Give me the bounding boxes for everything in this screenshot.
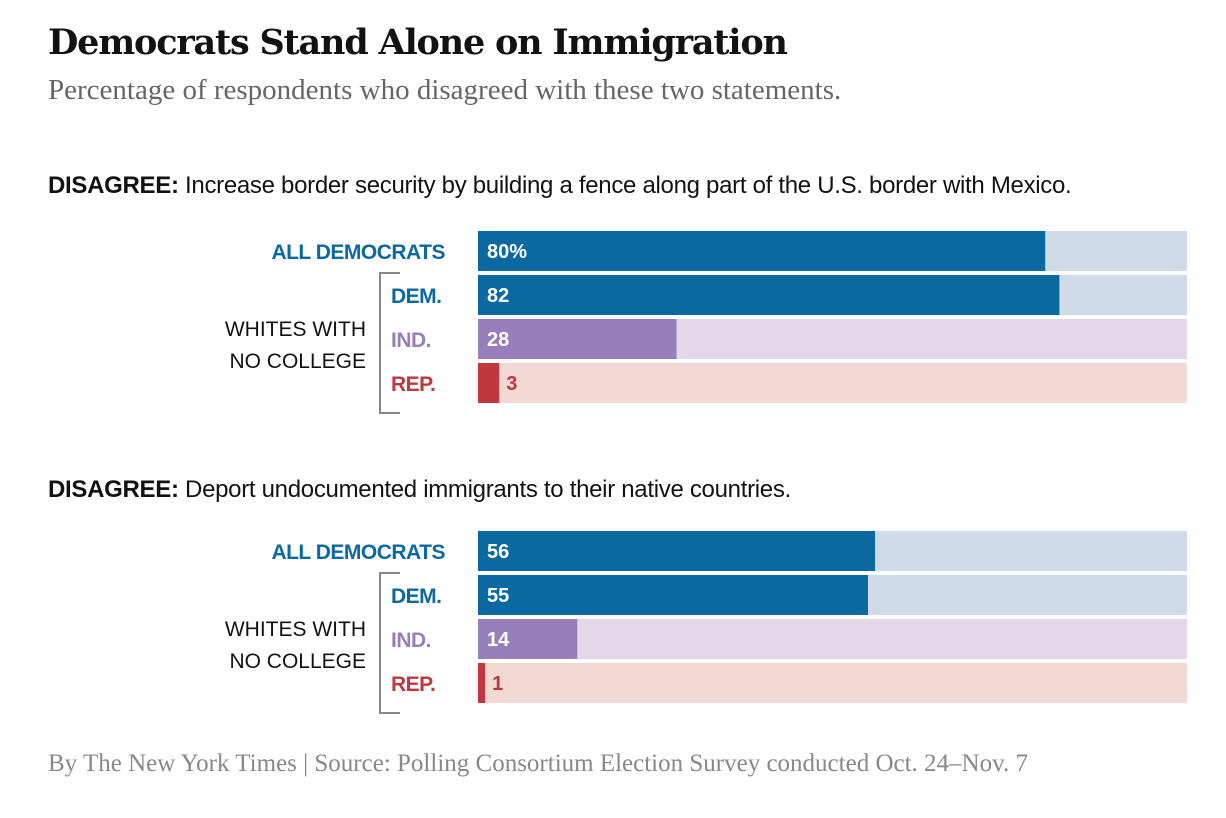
value-label: 14 bbox=[487, 629, 510, 651]
category-label: DEM. bbox=[391, 285, 442, 308]
group-bracket bbox=[379, 272, 400, 414]
bar bbox=[478, 663, 486, 703]
group-label: WHITES WITH bbox=[225, 618, 366, 641]
bar bbox=[478, 619, 578, 659]
category-label: ALL DEMOCRATS bbox=[271, 241, 445, 264]
category-label: DEM. bbox=[391, 585, 442, 608]
category-label: IND. bbox=[391, 629, 431, 652]
bar-background bbox=[478, 619, 1187, 659]
value-label: 3 bbox=[506, 373, 517, 395]
bar bbox=[478, 575, 868, 615]
category-label: REP. bbox=[391, 373, 435, 396]
bar-background bbox=[478, 363, 1187, 403]
bar bbox=[478, 363, 500, 403]
question-1-prefix: DISAGREE: bbox=[48, 172, 179, 199]
question-2-text: Deport undocumented immigrants to their … bbox=[185, 476, 791, 503]
bar-background bbox=[478, 663, 1187, 703]
bar bbox=[478, 275, 1060, 315]
value-label: 55 bbox=[487, 585, 509, 607]
value-label: 28 bbox=[487, 329, 509, 351]
group-label: NO COLLEGE bbox=[229, 650, 366, 673]
value-label: 82 bbox=[487, 285, 509, 307]
question-1-text: Increase border security by building a f… bbox=[185, 172, 1072, 199]
group-bracket bbox=[379, 572, 400, 714]
category-label: IND. bbox=[391, 329, 431, 352]
question-2-prefix: DISAGREE: bbox=[48, 476, 179, 503]
chart-title: Democrats Stand Alone on Immigration bbox=[48, 22, 788, 63]
bar bbox=[478, 531, 876, 571]
bar bbox=[478, 231, 1046, 271]
category-label: REP. bbox=[391, 673, 435, 696]
value-label: 56 bbox=[487, 541, 509, 563]
value-label: 80% bbox=[487, 241, 527, 263]
source-note: By The New York Times | Source: Polling … bbox=[48, 750, 1028, 777]
bar bbox=[478, 319, 677, 359]
group-label: NO COLLEGE bbox=[229, 350, 366, 373]
category-label: ALL DEMOCRATS bbox=[271, 541, 445, 564]
group-label: WHITES WITH bbox=[225, 318, 366, 341]
question-2: DISAGREE: Deport undocumented immigrants… bbox=[48, 476, 791, 504]
question-1: DISAGREE: Increase border security by bu… bbox=[48, 172, 1072, 200]
value-label: 1 bbox=[492, 673, 503, 695]
chart-subtitle: Percentage of respondents who disagreed … bbox=[48, 74, 842, 106]
